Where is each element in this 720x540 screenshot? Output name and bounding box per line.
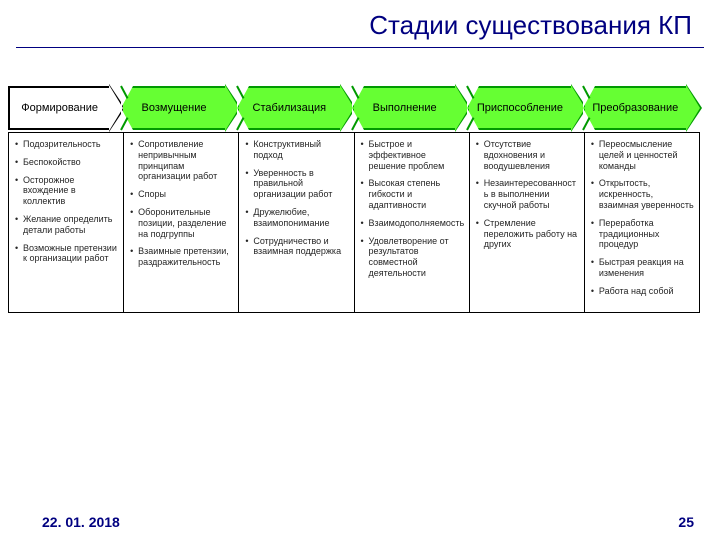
stage-chevron: Преобразование (585, 86, 700, 130)
list-item: Незаинтересованность в выполнении скучно… (476, 178, 580, 210)
title-region: Стадии существования КП (0, 0, 720, 47)
bullet-list: Переосмысление целей и ценностей команды… (591, 139, 695, 297)
stage-column: Подозрительность Беспокойство Осторожное в… (8, 133, 124, 313)
list-item: Конструктивный подход (245, 139, 349, 161)
stage-column: Отсутствие вдохновения и воодушевления Не… (470, 133, 585, 313)
list-item: Быстрая реакция на изменения (591, 257, 695, 279)
stage-label: Преобразование (585, 86, 686, 130)
stage-label: Формирование (8, 86, 109, 130)
list-item: Оборонительные позиции, разделение на по… (130, 207, 234, 239)
list-item: Отсутствие вдохновения и воодушевления (476, 139, 580, 171)
list-item: Переработка традиционных процедур (591, 218, 695, 250)
bullet-list: Быстрое и эффективное решение проблем Выс… (361, 139, 465, 279)
bullet-list: Конструктивный подход Уверенность в прави… (245, 139, 349, 257)
list-item: Взаимодополняемость (361, 218, 465, 229)
stage-chevron: Выполнение (354, 86, 469, 130)
stages-chevrons: Формирование Возмущение Стабилизация Выполн… (8, 86, 700, 130)
stage-label: Возмущение (123, 86, 224, 130)
bullet-list: Подозрительность Беспокойство Осторожное в… (15, 139, 119, 264)
stages-columns: Подозрительность Беспокойство Осторожное в… (8, 132, 700, 313)
footer-page: 25 (678, 514, 694, 530)
list-item: Сотрудничество и взаимная поддержка (245, 236, 349, 258)
footer: 22. 01. 2018 25 (0, 514, 720, 530)
page-title: Стадии существования КП (0, 10, 692, 41)
stage-label: Выполнение (354, 86, 455, 130)
list-item: Переосмысление целей и ценностей команды (591, 139, 695, 171)
list-item: Сопротивление непривычным принципам орга… (130, 139, 234, 182)
bullet-list: Отсутствие вдохновения и воодушевления Не… (476, 139, 580, 250)
list-item: Высокая степень гибкости и адаптивности (361, 178, 465, 210)
stage-column: Переосмысление целей и ценностей команды… (585, 133, 700, 313)
bullet-list: Сопротивление непривычным принципам орга… (130, 139, 234, 268)
list-item: Возможные претензии к организации работ (15, 243, 119, 265)
stage-column: Конструктивный подход Уверенность в прави… (239, 133, 354, 313)
stage-label: Приспособление (469, 86, 570, 130)
list-item: Уверенность в правильной организации раб… (245, 168, 349, 200)
stage-chevron: Формирование (8, 86, 123, 130)
footer-date: 22. 01. 2018 (42, 514, 120, 530)
stage-chevron: Приспособление (469, 86, 584, 130)
list-item: Взаимные претензии, раздражительность (130, 246, 234, 268)
stage-column: Сопротивление непривычным принципам орга… (124, 133, 239, 313)
list-item: Беспокойство (15, 157, 119, 168)
list-item: Удовлетворение от результатов совместной… (361, 236, 465, 279)
slide: Стадии существования КП Формирование Возм… (0, 0, 720, 540)
list-item: Осторожное вхождение в коллектив (15, 175, 119, 207)
list-item: Споры (130, 189, 234, 200)
title-divider (16, 47, 704, 48)
stage-chevron: Возмущение (123, 86, 238, 130)
list-item: Быстрое и эффективное решение проблем (361, 139, 465, 171)
list-item: Дружелюбие, взаимопонимание (245, 207, 349, 229)
list-item: Желание определить детали работы (15, 214, 119, 236)
stage-column: Быстрое и эффективное решение проблем Выс… (355, 133, 470, 313)
list-item: Открытость, искренность, взаимная уверен… (591, 178, 695, 210)
stage-chevron: Стабилизация (239, 86, 354, 130)
list-item: Стремление переложить работу на других (476, 218, 580, 250)
stage-label: Стабилизация (239, 86, 340, 130)
list-item: Работа над собой (591, 286, 695, 297)
list-item: Подозрительность (15, 139, 119, 150)
